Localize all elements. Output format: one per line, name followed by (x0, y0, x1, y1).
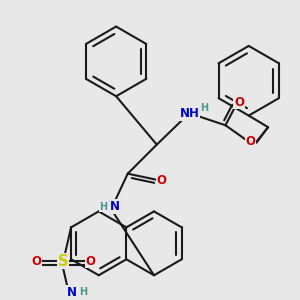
Text: S: S (58, 254, 69, 269)
Text: O: O (234, 95, 244, 109)
Text: H: H (80, 287, 88, 297)
Text: H: H (200, 103, 208, 113)
Text: O: O (31, 255, 41, 268)
Text: N: N (67, 286, 77, 299)
Text: O: O (85, 255, 95, 268)
Text: O: O (246, 135, 256, 148)
Text: NH: NH (180, 107, 200, 120)
Text: H: H (100, 202, 108, 212)
Text: O: O (157, 174, 166, 187)
Text: N: N (110, 200, 120, 213)
